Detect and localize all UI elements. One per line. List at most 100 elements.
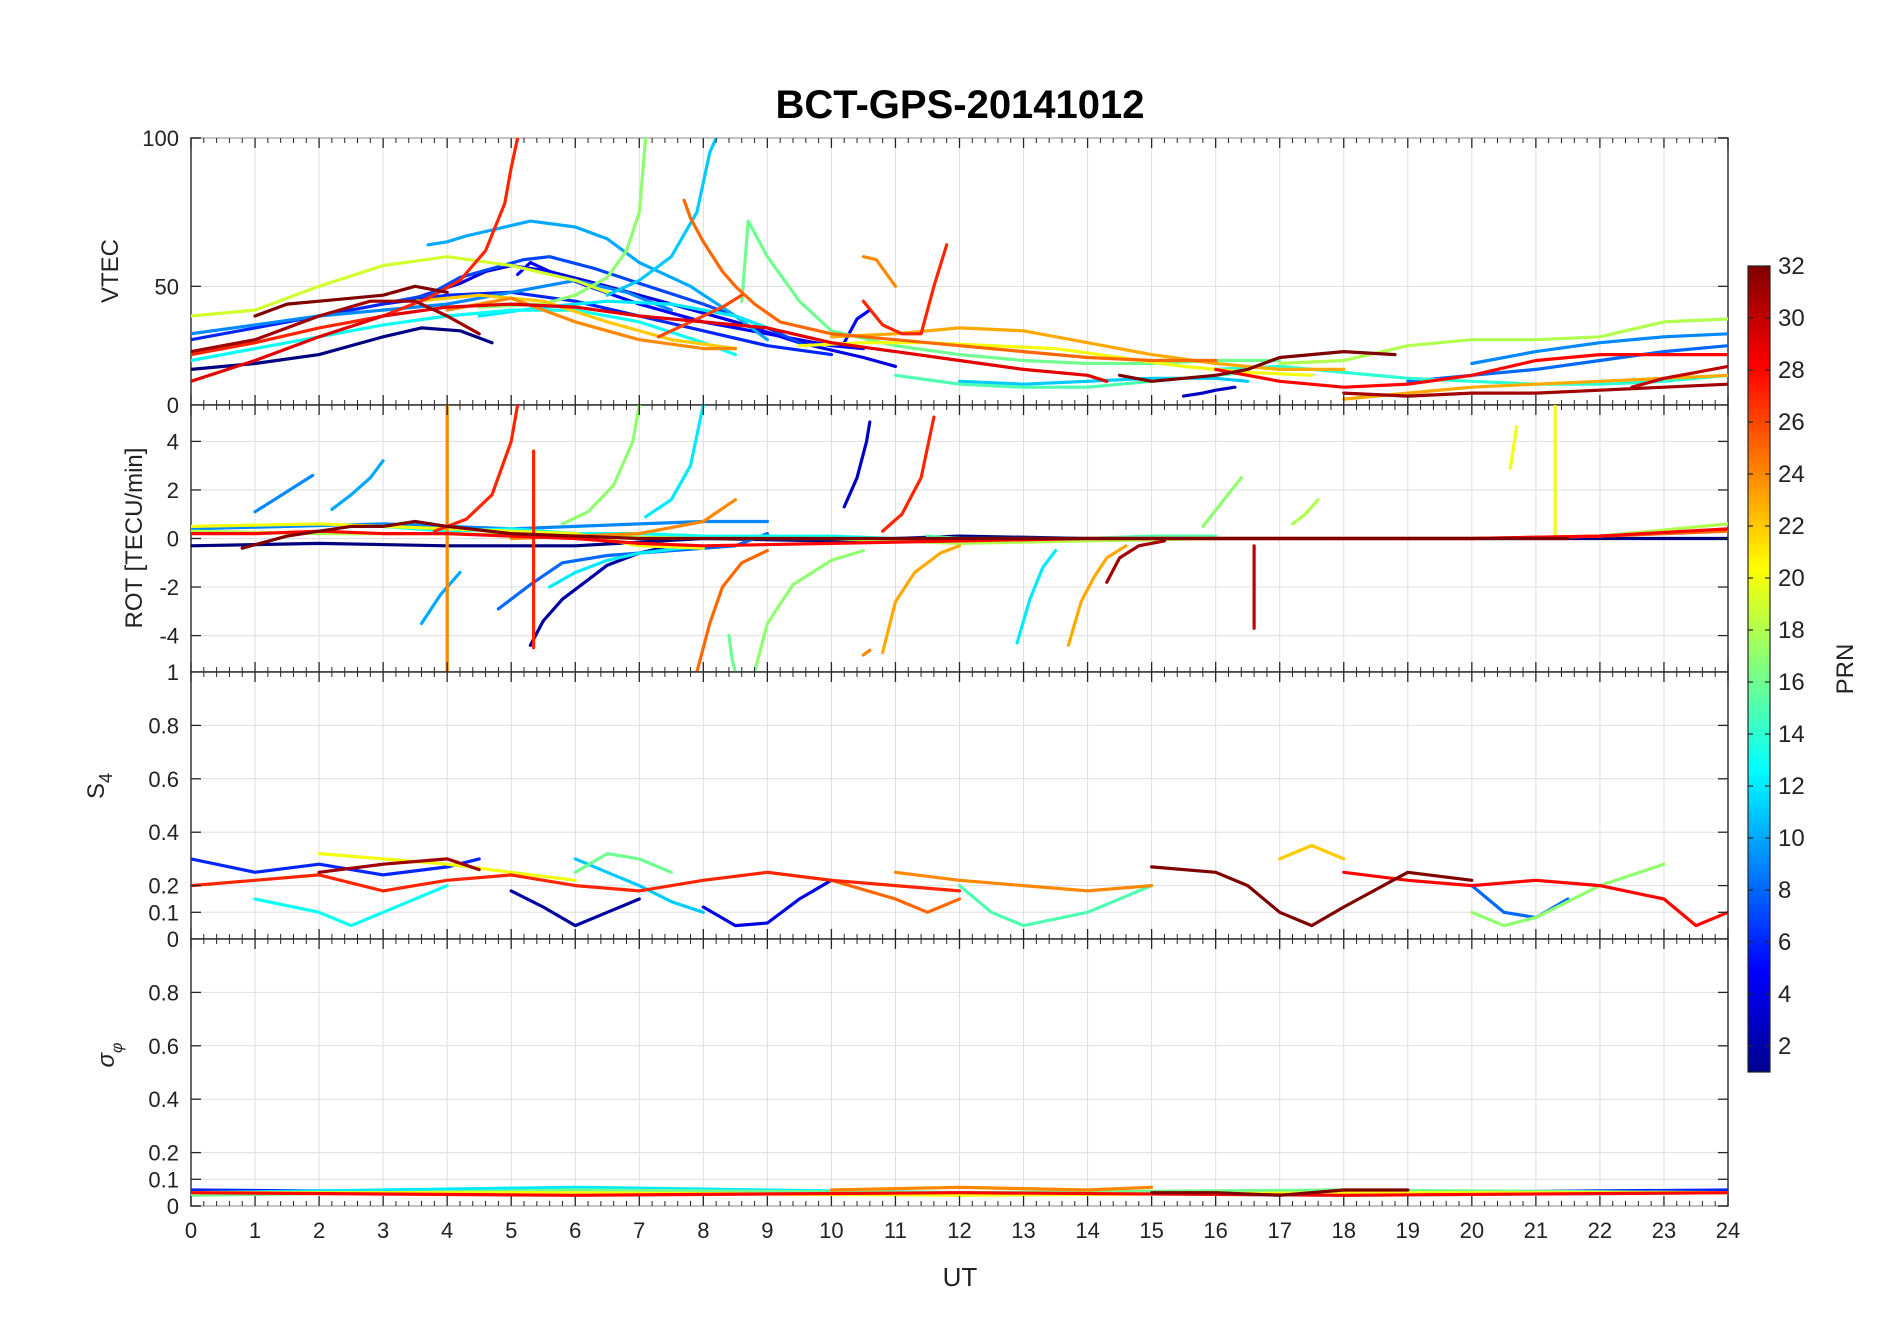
x-tick-label: 13 [1011, 1218, 1035, 1243]
rot-series-prn-12 [547, 544, 705, 589]
sigma_phi-series-prn-20 [191, 1191, 1728, 1197]
colorbar-gradient [1747, 265, 1771, 1073]
s4-series-prn-20 [317, 851, 577, 882]
rot-ytick-label: 4 [167, 429, 179, 454]
s4-series-prn-28 [1342, 870, 1728, 928]
vtec-ytick-label: 50 [155, 274, 179, 299]
x-tick-label: 12 [947, 1218, 971, 1243]
s4-series-prn-4 [701, 878, 834, 928]
vtec-ylabel: VTEC [97, 239, 124, 303]
x-tick-label: 7 [633, 1218, 645, 1243]
rot-series-prn-31 [1105, 539, 1167, 584]
colorbar-tick-label: 14 [1778, 721, 1805, 748]
rot-series-prn-17 [752, 548, 866, 672]
sigma_phi-ytick-label: 0.1 [148, 1167, 179, 1192]
vtec-series-prn-27 [191, 138, 520, 357]
rot-ytick-label: -2 [159, 575, 179, 600]
sigma_phi-series-prn-28 [191, 1191, 1728, 1197]
sigma_phi-ytick-label: 0.6 [148, 1034, 179, 1059]
sigma_phi-ytick-label: 0.2 [148, 1141, 179, 1166]
vtec-series-prn-26 [656, 293, 744, 339]
s4-series-prn-31 [317, 857, 481, 874]
x-tick-label: 23 [1652, 1218, 1676, 1243]
vtec-series-prn-24 [861, 255, 898, 288]
rot-series-prn-9 [253, 473, 315, 514]
colorbar-tick-label: 24 [1778, 461, 1805, 488]
vtec-series-prn-32 [1117, 350, 1397, 383]
s4-series-prn-27 [191, 870, 962, 893]
vtec-series-prn-19 [191, 255, 609, 318]
x-tick-label: 15 [1139, 1218, 1163, 1243]
colorbar-label: PRN [1832, 644, 1859, 695]
panel-rot: -4 -2 0 2 4 ROT [TECU/min] 0 [121, 393, 1729, 673]
colorbar-tick-label: 2 [1778, 1033, 1791, 1060]
s4-ytick-label: 0 [167, 927, 179, 952]
rot-ylabel: ROT [TECU/min] [121, 448, 148, 629]
panel-sigma-phi: 00.10.2 0.4 0.6 0.8 σφ [93, 938, 1729, 1219]
colorbar-tick-label: 10 [1778, 825, 1805, 852]
s4-series-prn-22 [1278, 843, 1346, 861]
vtec-series-prn-25 [682, 198, 1218, 363]
vtec-series-prn-22 [413, 293, 738, 351]
colorbar-tick-label: 18 [1778, 617, 1805, 644]
x-tick-label: 22 [1588, 1218, 1612, 1243]
vtec-series-prn-18 [1278, 317, 1728, 366]
vtec-series-prn-31 [191, 299, 481, 354]
x-tick-label: 19 [1396, 1218, 1420, 1243]
vtec-series-prn-28 [1214, 353, 1728, 389]
x-tick-label: 17 [1267, 1218, 1291, 1243]
rot-series-prn-10 [330, 459, 385, 511]
sigma_phi-ytick-label: 0 [167, 1194, 179, 1219]
colorbar-tick-label: 28 [1778, 357, 1805, 384]
colorbar-tick-label: 4 [1778, 981, 1791, 1008]
x-tick-label: 6 [569, 1218, 581, 1243]
sigma_phi-series-prn-32 [1149, 1188, 1410, 1197]
s4-series-prn-2 [509, 889, 641, 928]
vtec-ytick-label: 100 [142, 126, 179, 151]
s4-series-prn-11 [573, 857, 705, 914]
vtec-series-prn-1 [191, 326, 494, 371]
rot-series-prn-17 [1201, 476, 1243, 529]
chart-title: BCT-GPS-20141012 [775, 83, 1144, 127]
vtec-series-prn-9 [1470, 332, 1728, 366]
s4-series-prn-15 [957, 883, 1154, 928]
s4-series-prn-13 [253, 883, 449, 928]
rot-series-prn-16 [727, 633, 738, 672]
s4-series-prn-16 [573, 851, 673, 874]
s4-ytick-label: 0.2 [148, 874, 179, 899]
sigma_phi-ytick-label: 0.4 [148, 1087, 179, 1112]
rot-series-prn-32 [240, 519, 1570, 550]
vtec-series-prn-23 [829, 326, 1346, 371]
colorbar-tick-label: 32 [1778, 253, 1805, 280]
rot-series-prn-27 [880, 415, 936, 533]
colorbar-tick-label: 22 [1778, 513, 1805, 540]
vtec-series-prn-32 [253, 284, 449, 318]
rot-ytick-label: 0 [167, 527, 179, 552]
colorbar-tick-label: 16 [1778, 669, 1805, 696]
vtec-series-prn-3 [1181, 385, 1237, 398]
vtec-series-prn-11 [605, 138, 718, 297]
vtec-series-prn-7 [394, 255, 808, 348]
rot-series-prn-24 [861, 648, 872, 657]
x-tick-label: 2 [313, 1218, 325, 1243]
sigma-phi-ylabel: σφ [93, 1043, 126, 1068]
rot-series-prn-20 [1508, 425, 1519, 470]
rot-series-prn-23 [1066, 544, 1128, 647]
s4-series-prn-24 [893, 870, 1154, 893]
vtec-series-prn-27 [861, 243, 949, 336]
s4-ytick-label: 0.6 [148, 767, 179, 792]
vtec-series-prn-29 [191, 302, 1109, 383]
rot-ytick-label: 2 [167, 478, 179, 503]
rot-series-prn-27 [432, 405, 520, 533]
x-tick-label: 14 [1075, 1218, 1099, 1243]
s4-series-prn-17 [1470, 862, 1666, 928]
x-tick-label: 11 [884, 1218, 907, 1243]
rot-series-prn-23 [880, 544, 962, 655]
x-tick-label: 18 [1332, 1218, 1356, 1243]
s4-ylabel: S4 [83, 773, 116, 799]
s4-ytick-label: 0.1 [148, 900, 179, 925]
vtec-series-prn-9 [191, 278, 673, 336]
s4-top-label: 1 [167, 660, 179, 685]
